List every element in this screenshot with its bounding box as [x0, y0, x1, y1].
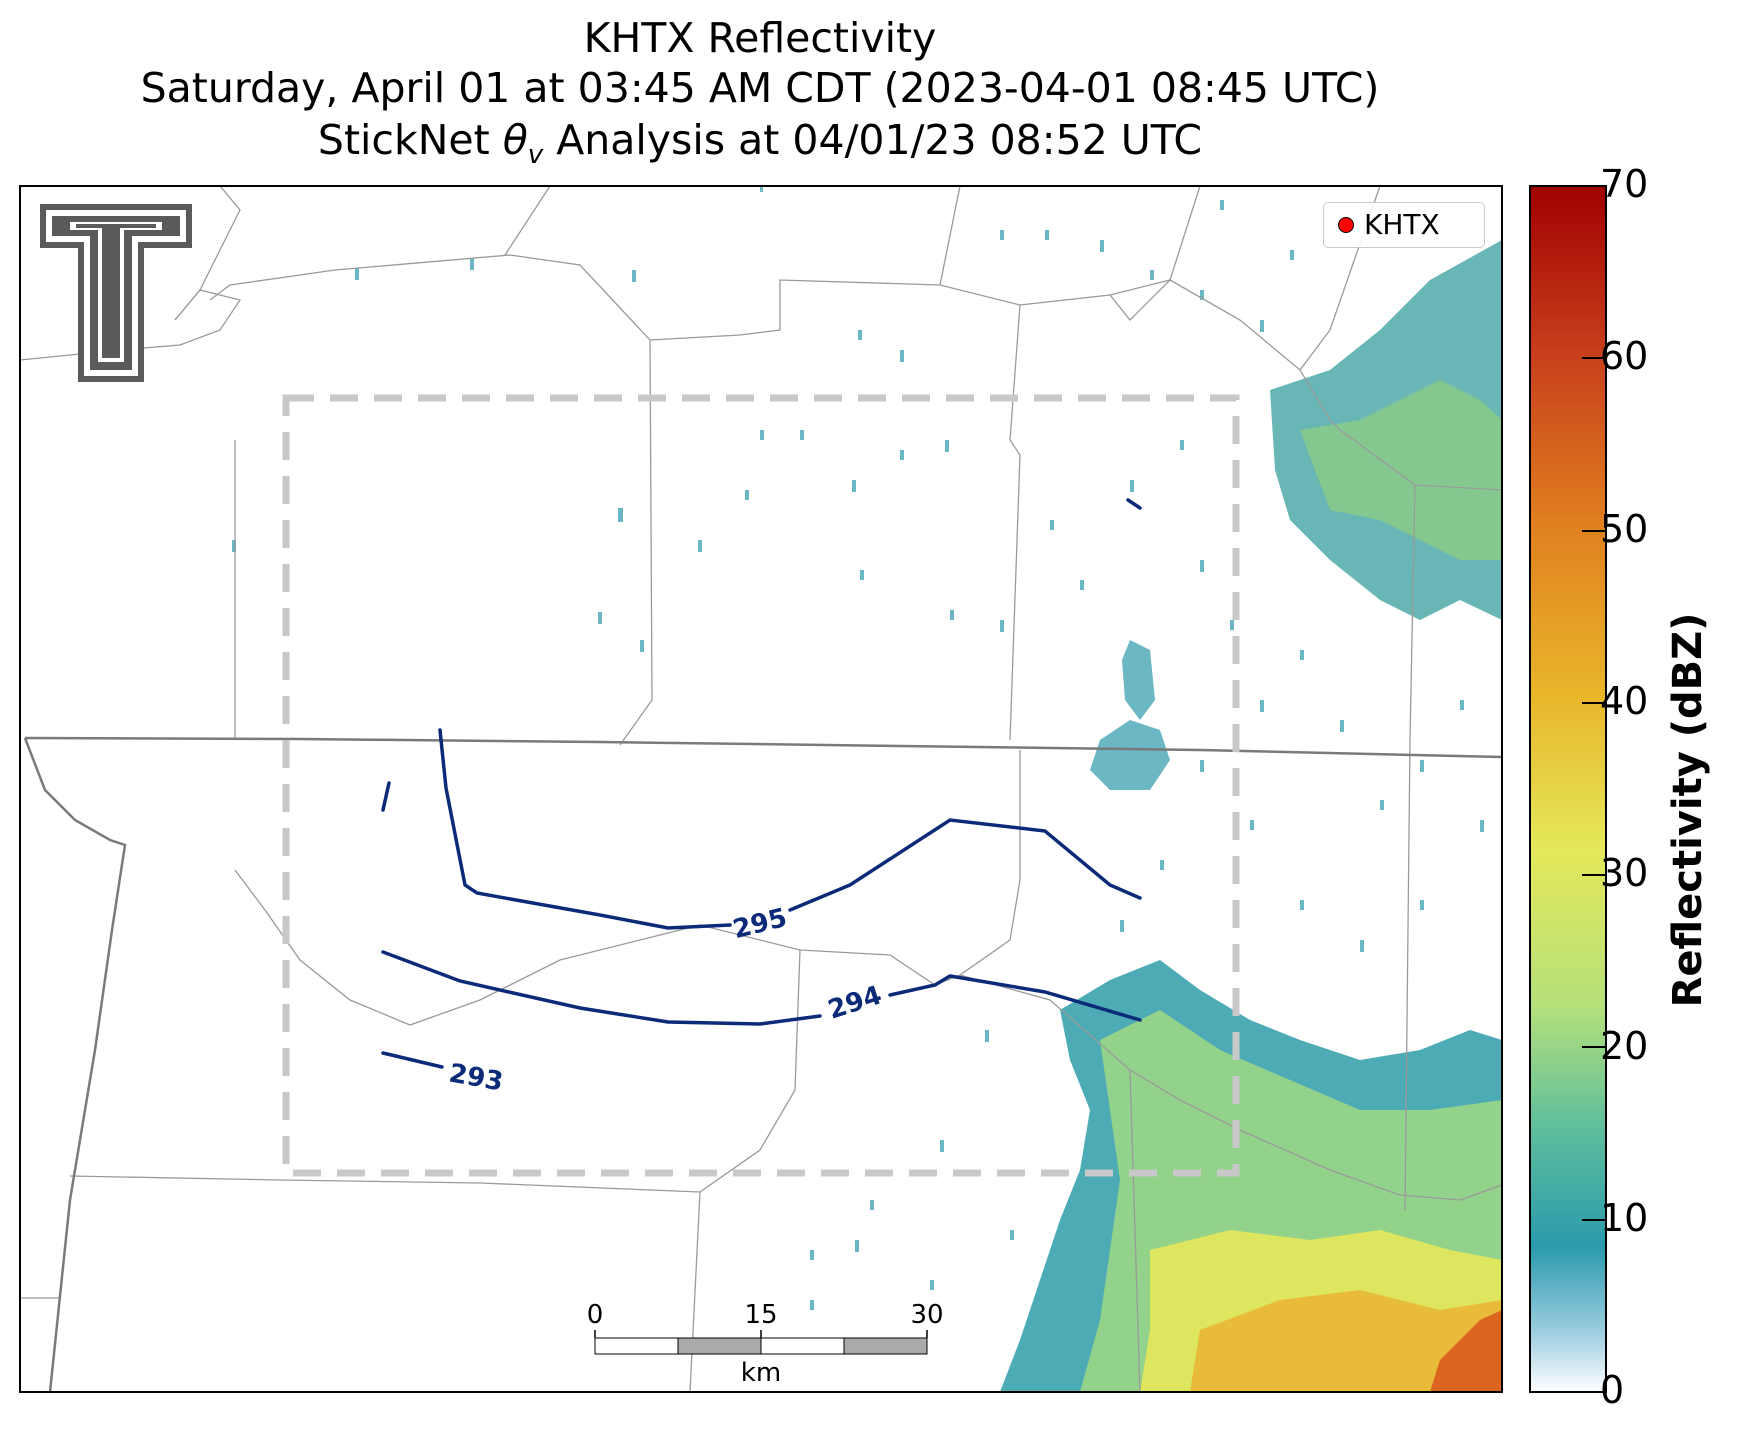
theta-symbol: θv — [502, 116, 544, 171]
title-analysis-prefix: StickNet — [317, 116, 503, 164]
contour-295-fragment-b — [1126, 498, 1142, 510]
contour-295-line — [438, 728, 732, 930]
legend-label: KHTX — [1364, 208, 1440, 241]
theta-v-contours — [381, 498, 1142, 1069]
colorbar-label: Reflectivity (dBZ) — [1665, 612, 1711, 1008]
scale-tick-15: 15 — [744, 1300, 778, 1330]
title-analysis: StickNet θv Analysis at 04/01/23 08:52 U… — [0, 116, 1520, 170]
contour-294-line — [381, 950, 822, 1026]
title-analysis-suffix: Analysis at 04/01/23 08:52 UTC — [543, 116, 1203, 164]
colorbar-tick-40: 40 — [1600, 679, 1649, 723]
scale-segment-4 — [843, 1337, 928, 1355]
scale-tick-30: 30 — [910, 1300, 944, 1330]
colorbar-ticks — [1582, 185, 1606, 1393]
texas-tech-logo — [40, 204, 192, 382]
colorbar-tick-10: 10 — [1600, 1196, 1649, 1240]
contour-294-line-b — [888, 974, 1142, 1022]
scale-segment-1 — [594, 1337, 679, 1355]
map-frame — [19, 185, 1503, 1393]
title-datetime: Saturday, April 01 at 03:45 AM CDT (2023… — [140, 64, 1380, 112]
contour-label-294: 294 — [825, 980, 886, 1025]
echo-northeast-core — [1300, 380, 1502, 560]
title-radar: KHTX Reflectivity — [583, 14, 937, 62]
scale-segment-3 — [760, 1337, 845, 1355]
legend: KHTX — [1323, 202, 1485, 248]
echo-small-cluster — [1122, 640, 1155, 720]
state-boundaries — [23, 736, 1502, 1392]
echo-southeast-orange — [1190, 1290, 1502, 1392]
scale-segment-2 — [677, 1337, 762, 1355]
radar-site-marker-icon — [1338, 217, 1354, 233]
contour-label-295: 295 — [730, 903, 790, 945]
colorbar-tick-30: 30 — [1600, 851, 1649, 895]
colorbar-tick-70: 70 — [1600, 162, 1649, 206]
county-boundaries — [20, 186, 1502, 1392]
contour-293-line — [381, 1051, 444, 1069]
analysis-domain-box — [282, 394, 1240, 1177]
scale-tick-0: 0 — [586, 1300, 604, 1330]
contour-label-293: 293 — [447, 1059, 506, 1098]
echo-stateline-cluster — [1090, 720, 1170, 790]
echo-southeast-red — [1430, 1310, 1502, 1392]
colorbar-tick-50: 50 — [1600, 507, 1649, 551]
colorbar-tick-0: 0 — [1600, 1368, 1625, 1412]
colorbar — [1529, 185, 1607, 1393]
colorbar-tick-60: 60 — [1600, 334, 1649, 378]
scale-unit: km — [740, 1358, 782, 1388]
colorbar-tick-20: 20 — [1600, 1024, 1649, 1068]
contour-295-fragment — [381, 781, 391, 812]
contour-295-line-b — [788, 818, 1142, 912]
scale-bar — [594, 1330, 928, 1355]
reflectivity-field — [232, 186, 1502, 1392]
contour-labels: 295 294 293 — [447, 903, 886, 1098]
